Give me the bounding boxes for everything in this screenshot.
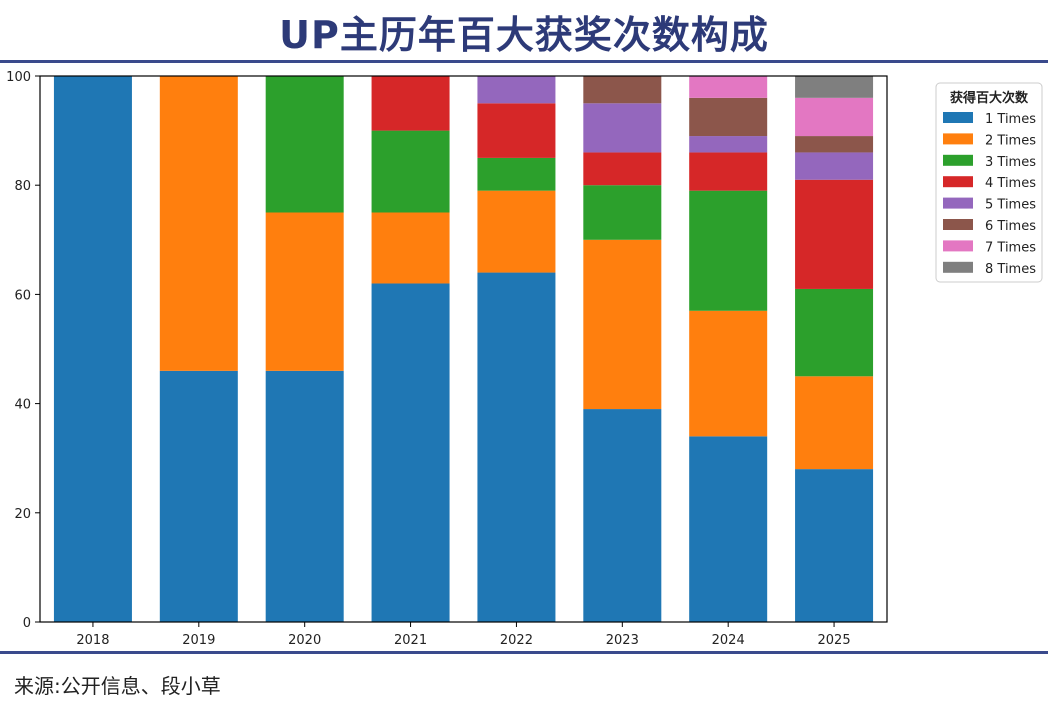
x-tick-label: 2024 — [712, 633, 745, 648]
bar-segment-2024-series-2 — [689, 310, 768, 437]
bar-segment-2021-series-2 — [371, 212, 450, 284]
bar-segment-2022-series-5 — [477, 76, 556, 104]
bar-segment-2022-series-3 — [477, 157, 556, 191]
y-tick-label: 0 — [23, 616, 31, 631]
bar-segment-2025-series-6 — [795, 136, 874, 153]
bar-segment-2022-series-2 — [477, 190, 556, 273]
bar-segment-2023-series-1 — [583, 409, 662, 622]
bar-segment-2021-series-3 — [371, 130, 450, 213]
bar-segment-2025-series-1 — [795, 469, 874, 622]
bar-segment-2024-series-7 — [689, 76, 768, 98]
legend-swatch-6 — [943, 219, 973, 230]
legend-label-2: 2 Times — [985, 133, 1036, 148]
x-tick-label: 2021 — [394, 633, 427, 648]
legend-swatch-7 — [943, 240, 973, 252]
bar-segment-2020-series-3 — [265, 76, 344, 213]
legend-label-4: 4 Times — [985, 176, 1036, 191]
x-tick-label: 2019 — [182, 633, 215, 648]
y-tick-label: 20 — [14, 507, 31, 522]
legend-swatch-1 — [943, 112, 973, 123]
bar-segment-2025-series-5 — [795, 152, 874, 180]
legend-label-6: 6 Times — [985, 219, 1036, 234]
bar-segment-2023-series-4 — [583, 152, 662, 186]
legend-swatch-4 — [943, 176, 973, 188]
legend-label-7: 7 Times — [985, 240, 1036, 255]
legend-label-3: 3 Times — [985, 155, 1036, 170]
y-tick-label: 40 — [14, 398, 31, 413]
legend-box — [935, 82, 1043, 283]
source-note: 来源:公开信息、段小草 — [14, 674, 221, 698]
x-tick-label: 2023 — [606, 633, 639, 648]
bar-segment-2019-series-1 — [159, 370, 238, 622]
legend-label-1: 1 Times — [985, 112, 1036, 127]
legend-label-5: 5 Times — [985, 198, 1036, 213]
bar-segment-2019-series-2 — [159, 76, 238, 371]
bar-segment-2022-series-1 — [477, 272, 556, 622]
bar-segment-2020-series-1 — [265, 370, 344, 622]
bar-segment-2022-series-4 — [477, 103, 556, 158]
bar-segment-2024-series-3 — [689, 190, 768, 311]
bar-segment-2025-series-8 — [795, 76, 874, 98]
bar-segment-2020-series-2 — [265, 212, 344, 371]
legend-swatch-3 — [943, 154, 973, 166]
bar-segment-2021-series-1 — [371, 283, 450, 622]
bar-segment-2023-series-3 — [583, 185, 662, 240]
x-tick-label: 2018 — [76, 633, 109, 648]
bar-segment-2025-series-4 — [795, 179, 874, 289]
bar-segment-2024-series-6 — [689, 97, 768, 137]
bar-segment-2021-series-4 — [371, 76, 450, 131]
x-tick-label: 2025 — [818, 633, 851, 648]
x-tick-label: 2020 — [288, 633, 321, 648]
bar-segment-2023-series-6 — [583, 76, 662, 104]
bar-segment-2024-series-5 — [689, 136, 768, 153]
x-tick-label: 2022 — [500, 633, 533, 648]
legend-swatch-8 — [943, 261, 973, 273]
legend-swatch-2 — [943, 133, 973, 145]
bar-segment-2025-series-7 — [795, 97, 874, 137]
title-divider — [0, 60, 1048, 63]
footer-divider — [0, 651, 1048, 654]
page-title: UP主历年百大获奖次数构成 — [279, 13, 769, 57]
plot-frame — [39, 75, 888, 623]
y-tick-label: 100 — [6, 70, 31, 85]
bar-segment-2018-series-1 — [53, 76, 132, 622]
bar-segment-2024-series-4 — [689, 152, 768, 191]
bar-segment-2025-series-3 — [795, 288, 874, 377]
bar-segment-2024-series-1 — [689, 436, 768, 622]
legend-title: 获得百大次数 — [950, 90, 1029, 106]
bar-segment-2025-series-2 — [795, 376, 874, 470]
legend-label-8: 8 Times — [985, 262, 1036, 277]
legend-swatch-5 — [943, 197, 973, 209]
y-tick-label: 60 — [14, 288, 31, 303]
y-tick-label: 80 — [14, 179, 31, 194]
bar-segment-2023-series-2 — [583, 239, 662, 410]
bar-segment-2023-series-5 — [583, 103, 662, 153]
